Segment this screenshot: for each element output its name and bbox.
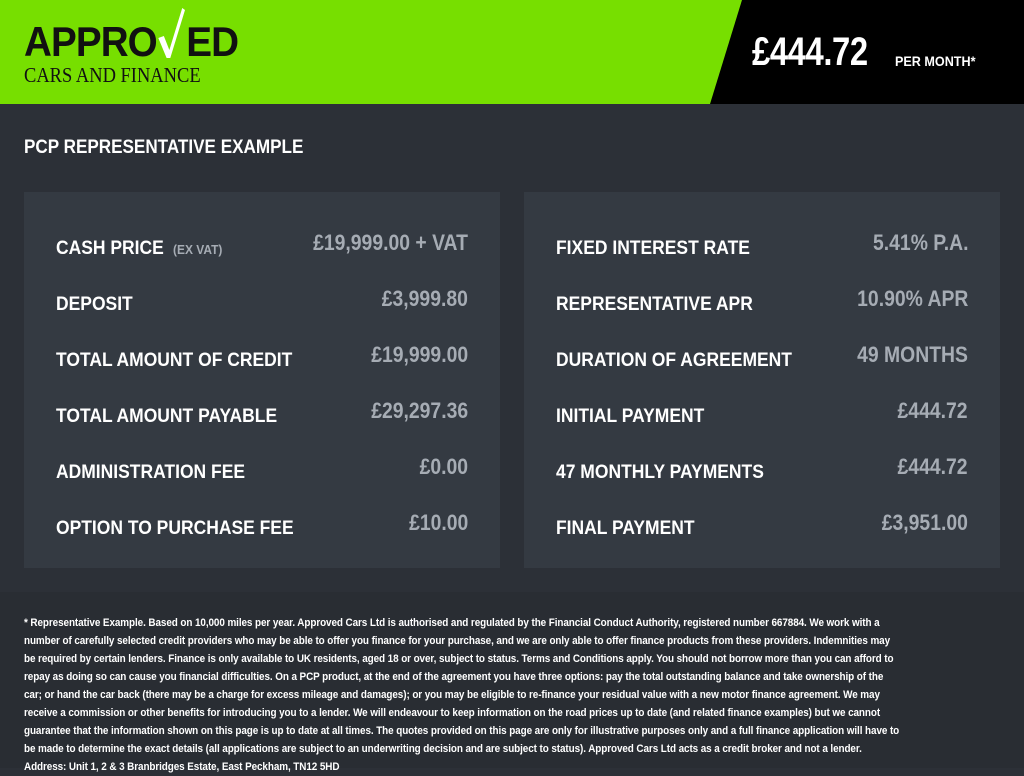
row-value: £3,999.80 xyxy=(381,286,468,311)
row-label-text: DEPOSIT xyxy=(56,294,133,315)
logo-text-start: APPRO xyxy=(24,18,158,65)
row-label-text: FIXED INTEREST RATE xyxy=(556,238,750,259)
row-label: DURATION OF AGREEMENT xyxy=(556,350,792,372)
row-label-sub: (EX VAT) xyxy=(173,242,223,257)
logo[interactable]: APPRO ED CARS AND FINANCE xyxy=(24,8,257,87)
disclaimer-text: * Representative Example. Based on 10,00… xyxy=(24,617,900,773)
row-label-text: INITIAL PAYMENT xyxy=(556,406,705,427)
row-label-text: 47 MONTHLY PAYMENTS xyxy=(556,462,764,483)
row-label-text: FINAL PAYMENT xyxy=(556,518,695,539)
finance-row: OPTION TO PURCHASE FEE £10.00 xyxy=(56,510,468,540)
logo-tagline: CARS AND FINANCE xyxy=(24,63,201,87)
row-value: 49 MONTHS xyxy=(857,342,968,367)
logo-text-end: ED xyxy=(186,18,239,65)
monthly-price: £444.72 xyxy=(752,30,868,74)
row-value: £0.00 xyxy=(419,454,468,479)
row-value: £19,999.00 xyxy=(371,342,468,367)
row-label-text: REPRESENTATIVE APR xyxy=(556,294,753,315)
checkmark-icon xyxy=(157,8,186,64)
row-label: INITIAL PAYMENT xyxy=(556,406,704,428)
finance-row: DEPOSIT £3,999.80 xyxy=(56,286,468,316)
row-label-text: ADMINISTRATION FEE xyxy=(56,462,246,483)
finance-panel-right: FIXED INTEREST RATE 5.41% P.A. REPRESENTAT… xyxy=(524,192,1000,568)
finance-row: DURATION OF AGREEMENT 49 MONTHS xyxy=(556,342,968,372)
row-label: OPTION TO PURCHASE FEE xyxy=(56,518,294,540)
row-label: REPRESENTATIVE APR xyxy=(556,294,753,316)
row-label-text: TOTAL AMOUNT OF CREDIT xyxy=(56,350,293,371)
monthly-price-box xyxy=(710,0,1024,104)
row-value: 5.41% P.A. xyxy=(872,230,968,255)
row-label-text: CASH PRICE xyxy=(56,238,164,259)
footer: * Representative Example. Based on 10,00… xyxy=(0,592,1024,773)
row-value: £3,951.00 xyxy=(881,510,968,535)
row-label: FINAL PAYMENT xyxy=(556,518,695,540)
finance-panel-left: CASH PRICE (EX VAT) £19,999.00 + VAT DEPOSI… xyxy=(24,192,500,568)
section-title: PCP REPRESENTATIVE EXAMPLE xyxy=(24,137,304,158)
logo-wordmark: APPRO ED xyxy=(24,8,239,65)
finance-row: 47 MONTHLY PAYMENTS £444.72 xyxy=(556,454,968,484)
row-value: £19,999.00 + VAT xyxy=(313,230,468,255)
finance-row: CASH PRICE (EX VAT) £19,999.00 + VAT xyxy=(56,230,468,260)
row-label: FIXED INTEREST RATE xyxy=(556,238,750,260)
row-label-text: DURATION OF AGREEMENT xyxy=(556,350,792,371)
finance-row: INITIAL PAYMENT £444.72 xyxy=(556,398,968,428)
finance-row: FIXED INTEREST RATE 5.41% P.A. xyxy=(556,230,968,260)
row-label-text: OPTION TO PURCHASE FEE xyxy=(56,518,294,539)
finance-row: TOTAL AMOUNT OF CREDIT £19,999.00 xyxy=(56,342,468,372)
row-value: £10.00 xyxy=(408,510,468,535)
row-label-text: TOTAL AMOUNT PAYABLE xyxy=(56,406,278,427)
finance-row: TOTAL AMOUNT PAYABLE £29,297.36 xyxy=(56,398,468,428)
per-month-label: PER MONTH* xyxy=(895,53,976,69)
finance-row: REPRESENTATIVE APR 10.90% APR xyxy=(556,286,968,316)
finance-row: ADMINISTRATION FEE £0.00 xyxy=(56,454,468,484)
row-label: 47 MONTHLY PAYMENTS xyxy=(556,462,764,484)
row-label: CASH PRICE (EX VAT) xyxy=(56,238,222,260)
row-label: TOTAL AMOUNT OF CREDIT xyxy=(56,350,292,372)
row-label: TOTAL AMOUNT PAYABLE xyxy=(56,406,277,428)
finance-row: FINAL PAYMENT £3,951.00 xyxy=(556,510,968,540)
header: APPRO ED CARS AND FINANCE £444.72 PER MO… xyxy=(0,0,1024,104)
row-value: 10.90% APR xyxy=(856,286,968,311)
row-label: DEPOSIT xyxy=(56,294,133,316)
row-label: ADMINISTRATION FEE xyxy=(56,462,245,484)
row-value: £444.72 xyxy=(898,398,968,423)
row-value: £444.72 xyxy=(898,454,968,479)
row-value: £29,297.36 xyxy=(371,398,468,423)
